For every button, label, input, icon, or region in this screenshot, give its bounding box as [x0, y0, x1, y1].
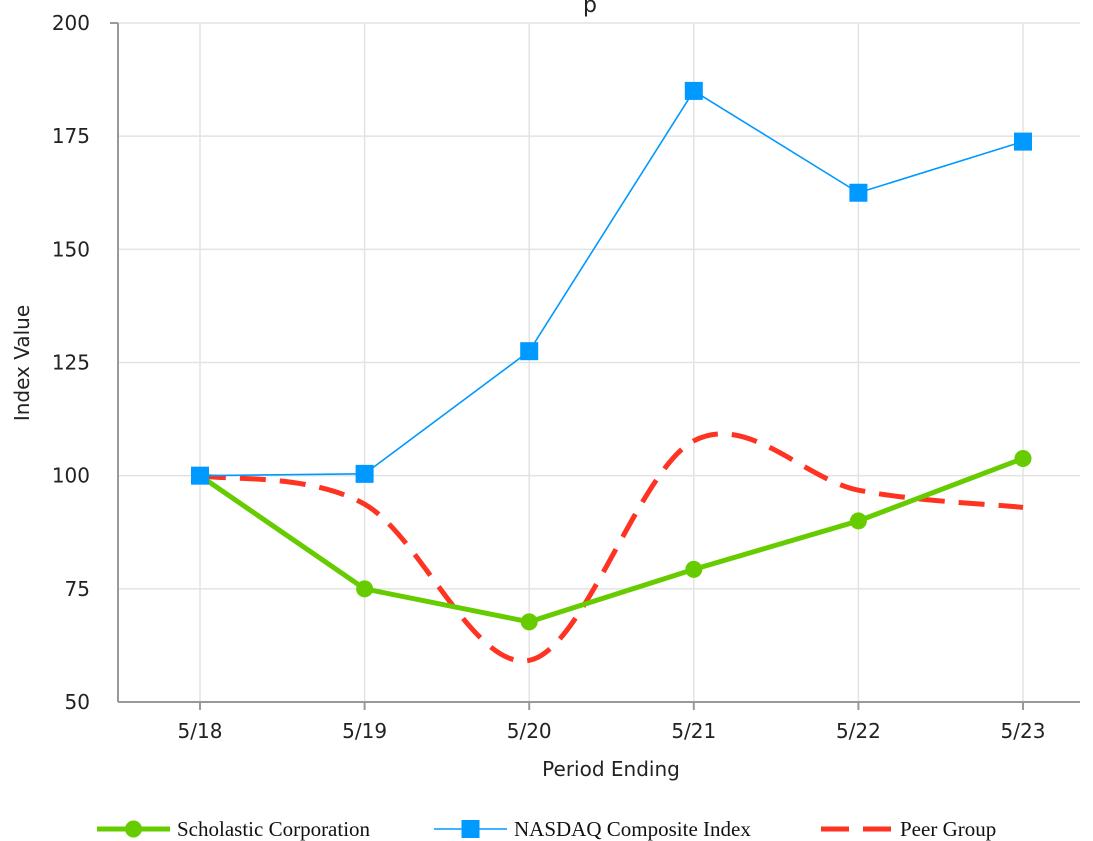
y-tick-label: 75: [65, 577, 90, 601]
y-tick-label: 125: [52, 351, 90, 375]
scholastic-corporation-point: [1014, 449, 1032, 467]
scholastic-corporation-point: [685, 560, 703, 578]
y-tick-label: 150: [52, 237, 90, 261]
x-tick-labels: 5/18 5/19 5/20 5/21 5/22 5/23: [178, 719, 1046, 743]
nasdaq-composite-index-point: [191, 466, 209, 485]
legend-item-nasdaq-composite-index: NASDAQ Composite Index: [434, 817, 751, 841]
nasdaq-composite-index-line: [199, 90, 1024, 477]
axes: [110, 22, 1080, 710]
chart-title-fragment: p: [583, 0, 597, 18]
nasdaq-composite-index-point: [355, 464, 374, 483]
y-tick-label: 200: [52, 11, 90, 35]
legend-swatch-marker: [461, 820, 480, 838]
nasdaq-composite-index-point: [849, 183, 868, 202]
x-tick-label: 5/21: [671, 719, 716, 743]
legend-item-scholastic-corporation: Scholastic Corporation: [97, 817, 371, 841]
y-tick-labels: 50 75 100 125 150 175 200: [52, 11, 90, 714]
y-tick-label: 100: [52, 464, 90, 488]
legend-label: NASDAQ Composite Index: [514, 817, 751, 841]
legend-label: Peer Group: [900, 817, 996, 841]
scholastic-corporation-point: [849, 512, 867, 530]
series-layer: [191, 81, 1032, 664]
x-tick-label: 5/20: [507, 719, 552, 743]
y-tick-label: 50: [65, 690, 90, 714]
legend-swatch-marker: [125, 820, 142, 838]
scholastic-corporation-line: [198, 456, 1024, 625]
x-axis-title: Period Ending: [542, 757, 680, 781]
x-tick-label: 5/19: [342, 719, 387, 743]
nasdaq-composite-index-point: [1014, 132, 1032, 151]
legend-item-peer-group: Peer Group: [821, 817, 996, 841]
legend-label: Scholastic Corporation: [177, 817, 371, 841]
legend: Scholastic Corporation NASDAQ Composite I…: [97, 817, 996, 841]
x-tick-label: 5/22: [836, 719, 881, 743]
peer-group-line: [199, 431, 1024, 664]
scholastic-corporation-point: [356, 580, 374, 598]
nasdaq-composite-index-point: [520, 342, 539, 361]
y-axis-title: Index Value: [10, 305, 34, 421]
x-tick-label: 5/18: [178, 719, 223, 743]
x-tick-label: 5/23: [1001, 719, 1046, 743]
nasdaq-composite-index-point: [684, 81, 703, 100]
y-tick-label: 175: [52, 124, 90, 148]
scholastic-corporation-point: [520, 613, 538, 631]
